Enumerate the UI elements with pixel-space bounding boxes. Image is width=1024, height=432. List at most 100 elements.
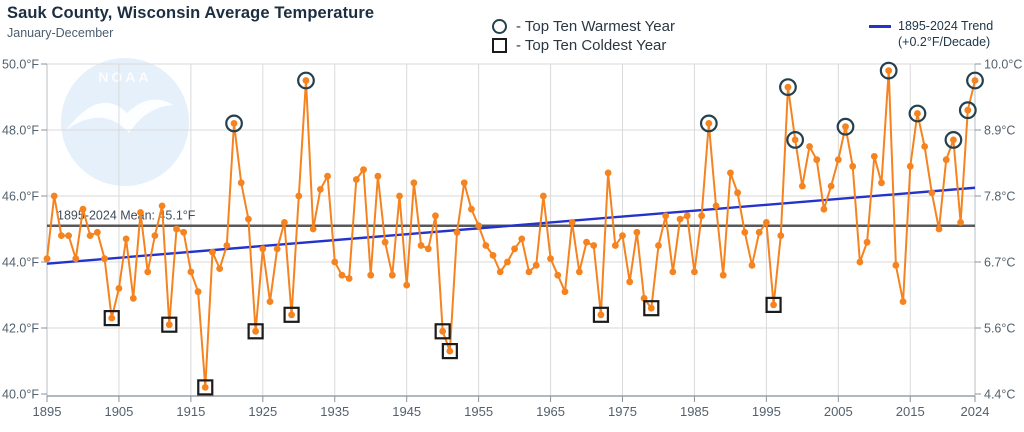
data-point bbox=[942, 156, 950, 164]
data-point bbox=[971, 77, 979, 84]
data-point bbox=[561, 288, 569, 296]
data-point bbox=[216, 265, 224, 272]
x-axis-year-label: 1955 bbox=[464, 404, 493, 419]
data-point bbox=[280, 219, 288, 226]
x-axis-year-label: 1995 bbox=[752, 404, 781, 419]
data-point bbox=[101, 255, 108, 263]
trend-legend-text: 1895-2024 Trend (+0.2°F/Decade) bbox=[898, 18, 993, 50]
y-axis-label-celsius: 6.7°C bbox=[984, 256, 1015, 270]
data-point bbox=[777, 232, 785, 240]
noaa-seagull-icon bbox=[66, 99, 173, 133]
data-point bbox=[475, 222, 483, 230]
data-point bbox=[525, 268, 533, 276]
x-axis-year-label: 1915 bbox=[176, 404, 205, 419]
coldest-year-square-icon bbox=[492, 38, 507, 53]
data-point bbox=[547, 255, 554, 263]
data-point bbox=[79, 205, 87, 213]
coldest-legend-label: - Top Ten Coldest Year bbox=[516, 37, 667, 54]
trend-line-icon bbox=[869, 25, 891, 28]
data-point bbox=[676, 215, 684, 223]
x-axis-year-label: 1925 bbox=[248, 404, 277, 419]
x-axis-year-label: 1895 bbox=[33, 404, 62, 419]
data-point bbox=[719, 271, 727, 279]
y-axis-label-fahrenheit: 48.0°F bbox=[2, 124, 39, 138]
data-point bbox=[468, 205, 475, 213]
data-point bbox=[655, 242, 662, 249]
y-axis-label-fahrenheit: 42.0°F bbox=[2, 322, 39, 336]
data-point bbox=[539, 192, 547, 200]
warmest-year-marker bbox=[836, 117, 855, 136]
noaa-watermark-text: NOAA bbox=[98, 69, 151, 85]
data-point bbox=[158, 202, 166, 210]
y-axis-label-celsius: 10.0°C bbox=[984, 58, 1022, 72]
y-axis-label-fahrenheit: 50.0°F bbox=[2, 58, 39, 72]
data-point bbox=[928, 189, 936, 197]
data-point bbox=[755, 228, 763, 236]
data-point bbox=[482, 242, 490, 249]
data-point bbox=[453, 228, 461, 236]
coldest-year-marker bbox=[441, 343, 458, 360]
data-point bbox=[683, 212, 691, 220]
data-point bbox=[619, 232, 626, 240]
data-point bbox=[950, 136, 957, 144]
data-point bbox=[583, 238, 590, 246]
data-point bbox=[849, 162, 857, 170]
data-point bbox=[532, 261, 540, 269]
data-point bbox=[813, 156, 821, 164]
data-point bbox=[554, 271, 562, 279]
warmest-legend-label: - Top Ten Warmest Year bbox=[516, 18, 675, 35]
data-point bbox=[899, 298, 907, 305]
warmest-year-marker bbox=[879, 61, 898, 80]
data-point bbox=[367, 271, 375, 279]
coldest-year-marker bbox=[283, 306, 300, 323]
warmest-year-marker bbox=[225, 114, 243, 133]
data-point bbox=[57, 232, 65, 240]
legend-row-warmest: - Top Ten Warmest Year bbox=[492, 17, 675, 36]
trend-line bbox=[46, 186, 976, 265]
data-point bbox=[669, 268, 677, 276]
data-point bbox=[295, 192, 303, 200]
data-point bbox=[518, 235, 526, 243]
data-point bbox=[856, 258, 864, 266]
chart-header: Sauk County, Wisconsin Average Temperatu… bbox=[7, 4, 374, 40]
data-point bbox=[43, 255, 51, 263]
data-point bbox=[784, 83, 792, 91]
data-point bbox=[590, 242, 598, 249]
data-point bbox=[906, 162, 914, 170]
data-point bbox=[108, 314, 116, 322]
x-axis-year-label: 2005 bbox=[824, 404, 853, 419]
x-axis-year-label: 2015 bbox=[896, 404, 925, 419]
y-axis-label-celsius: 8.9°C bbox=[984, 124, 1015, 138]
data-point bbox=[568, 219, 576, 226]
data-point bbox=[511, 245, 518, 253]
data-point bbox=[489, 252, 497, 259]
data-point bbox=[410, 179, 418, 187]
data-point bbox=[504, 258, 511, 266]
data-point bbox=[647, 304, 655, 312]
data-point bbox=[194, 288, 202, 296]
data-point bbox=[316, 186, 324, 193]
data-point bbox=[180, 228, 188, 236]
data-point bbox=[712, 202, 720, 210]
data-point bbox=[374, 172, 382, 180]
data-point bbox=[863, 238, 871, 246]
marker-legend: - Top Ten Warmest Year - Top Ten Coldest… bbox=[492, 17, 675, 55]
coldest-year-marker bbox=[161, 316, 178, 333]
data-point bbox=[151, 232, 159, 240]
data-point bbox=[741, 228, 749, 236]
data-point bbox=[165, 321, 173, 329]
data-point bbox=[640, 294, 648, 302]
data-point bbox=[50, 192, 58, 200]
data-point bbox=[575, 268, 583, 276]
data-point bbox=[360, 166, 367, 174]
x-axis-year-label: 1905 bbox=[104, 404, 133, 419]
data-point bbox=[345, 275, 353, 282]
data-point bbox=[957, 219, 965, 226]
x-axis-year-label: 1975 bbox=[608, 404, 637, 419]
data-point bbox=[842, 123, 849, 131]
data-point bbox=[273, 245, 281, 253]
data-point bbox=[432, 212, 439, 220]
data-point bbox=[417, 242, 425, 249]
page-title: Sauk County, Wisconsin Average Temperatu… bbox=[7, 4, 375, 22]
